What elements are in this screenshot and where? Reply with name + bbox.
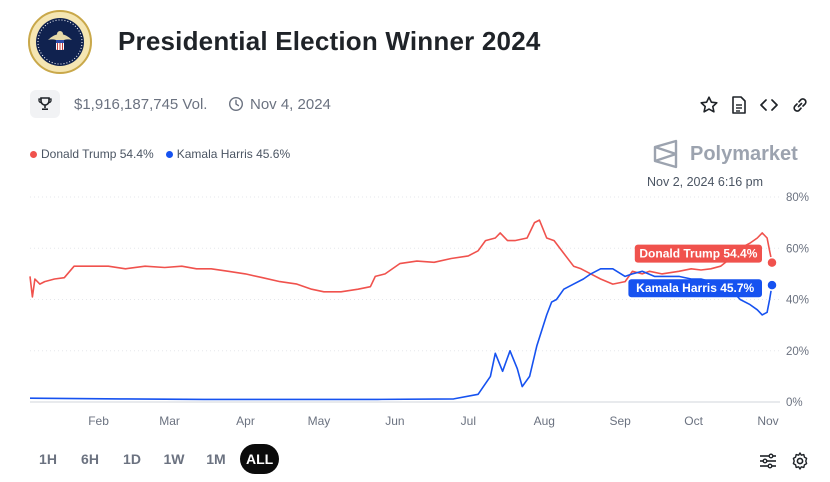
polymarket-logo-icon bbox=[653, 139, 678, 169]
legend-harris-label: Kamala Harris 45.6% bbox=[176, 147, 291, 161]
link-icon[interactable] bbox=[789, 94, 811, 116]
x-tick-label: Apr bbox=[236, 414, 255, 428]
presidential-seal-icon bbox=[28, 10, 92, 74]
end-date-text: Nov 4, 2024 bbox=[250, 96, 331, 113]
x-tick-label: May bbox=[308, 414, 331, 428]
range-button-1d[interactable]: 1D bbox=[123, 451, 141, 467]
x-tick-label: Oct bbox=[684, 414, 703, 428]
polymarket-wordmark: Polymarket bbox=[690, 142, 798, 165]
series-line-trump bbox=[29, 219, 773, 298]
time-range-selector: 1H 6H 1D 1W 1M ALL bbox=[30, 444, 280, 474]
harris-dot-icon bbox=[165, 150, 173, 158]
range-button-all[interactable]: ALL bbox=[240, 444, 280, 474]
volume-text: $1,916,187,745 Vol. bbox=[74, 96, 208, 113]
range-button-6h[interactable]: 6H bbox=[81, 451, 99, 467]
legend-trump-label: Donald Trump 54.4% bbox=[41, 147, 154, 161]
filter-sliders-icon[interactable] bbox=[757, 450, 779, 472]
y-tick-label: 60% bbox=[786, 243, 809, 255]
y-tick-label: 40% bbox=[786, 295, 809, 307]
x-tick-label: Jul bbox=[461, 414, 476, 428]
y-tick-label: 80% bbox=[786, 192, 809, 204]
x-tick-label: Jun bbox=[385, 414, 404, 428]
x-tick-label: Nov bbox=[757, 414, 778, 428]
hover-tag-trump: Donald Trump 54.4% bbox=[639, 247, 757, 261]
hover-tag-trump-bg bbox=[634, 244, 762, 263]
hover-tag-harris: Kamala Harris 45.7% bbox=[636, 281, 754, 295]
series-end-point bbox=[766, 256, 778, 269]
x-tick-label: Mar bbox=[159, 414, 180, 428]
trophy-icon bbox=[30, 90, 60, 118]
chart-legend: Donald Trump 54.4% Kamala Harris 45.6% bbox=[30, 147, 290, 161]
page-title: Presidential Election Winner 2024 bbox=[118, 26, 541, 56]
code-icon[interactable] bbox=[758, 94, 780, 116]
polymarket-logo: Polymarket bbox=[650, 138, 798, 170]
series-end-point bbox=[766, 279, 778, 291]
x-tick-label: Sep bbox=[609, 414, 631, 428]
x-tick-label: Aug bbox=[534, 414, 555, 428]
x-tick-label: Feb bbox=[88, 414, 109, 428]
legend-item-harris: Kamala Harris 45.6% bbox=[165, 147, 291, 161]
clock-icon bbox=[228, 96, 244, 112]
range-button-1h[interactable]: 1H bbox=[39, 451, 57, 467]
document-icon[interactable] bbox=[728, 94, 750, 116]
hover-tag-harris-bg bbox=[628, 279, 762, 298]
y-tick-label: 20% bbox=[786, 346, 809, 358]
y-tick-label: 0% bbox=[786, 397, 803, 409]
price-chart[interactable]: 0% 20% 40% 60% 80% Feb Mar Apr May Jun Jul Aug Sep O… bbox=[0, 185, 830, 435]
hover-date-label: Nov 2, 2024 6:16 pm bbox=[647, 175, 764, 189]
legend-item-trump: Donald Trump 54.4% bbox=[30, 147, 154, 161]
star-icon[interactable] bbox=[698, 94, 720, 116]
settings-gear-icon[interactable] bbox=[789, 450, 811, 472]
range-button-1m[interactable]: 1M bbox=[206, 451, 226, 467]
trump-dot-icon bbox=[30, 150, 37, 158]
range-button-1w[interactable]: 1W bbox=[163, 451, 185, 467]
